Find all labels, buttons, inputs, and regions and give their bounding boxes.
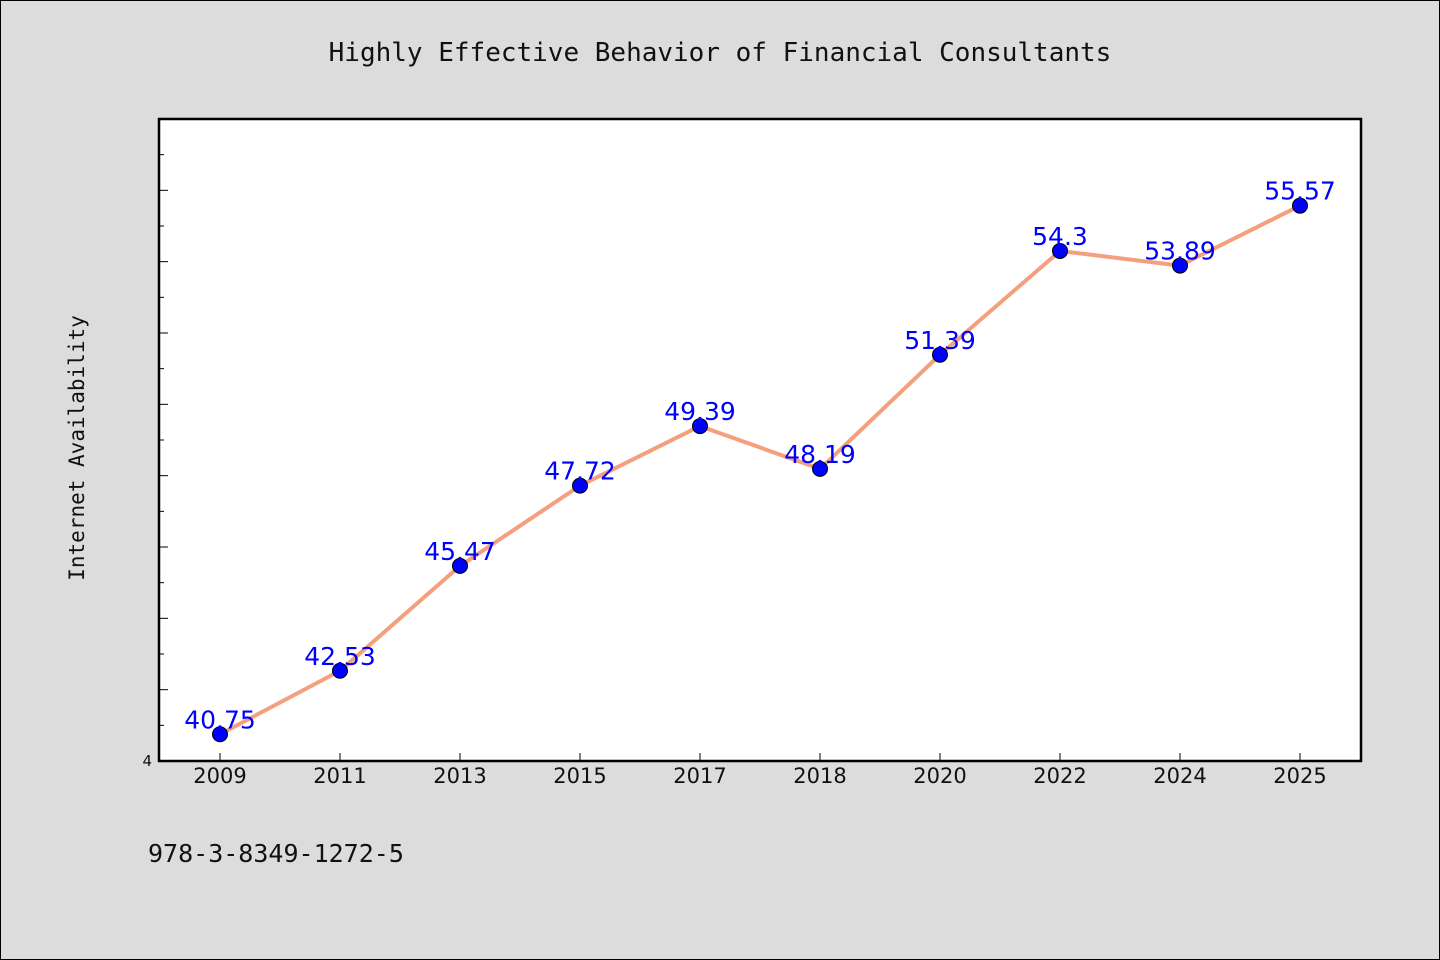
series-line-group: [212, 197, 1308, 743]
data-label: 51.39: [904, 326, 976, 355]
data-label: 42.53: [304, 642, 376, 671]
x-tick-label: 2025: [1273, 764, 1326, 788]
data-point: [332, 662, 348, 679]
x-tick-label: 2018: [793, 764, 846, 788]
data-point: [572, 477, 588, 494]
data-point: [452, 557, 468, 574]
x-tick-label: 2020: [913, 764, 966, 788]
data-labels: 40.75 42.53 45.47 47.72 49.39 48.19 51.39 54.3 5…: [184, 177, 1336, 735]
data-point: [1052, 242, 1068, 259]
series-line: [219, 203, 1301, 737]
x-tick-label: 2022: [1033, 764, 1086, 788]
x-tick-label: 2013: [433, 764, 486, 788]
isbn-text: 978-3-8349-1272-5: [148, 839, 404, 868]
data-label: 54.3: [1032, 222, 1088, 251]
data-point: [692, 418, 708, 435]
chart-title: Highly Effective Behavior of Financial C…: [329, 38, 1112, 68]
x-tick-label: 2011: [313, 764, 366, 788]
x-axis-ticks: 2009 2011 2013 2015 2017 2018 2020 2022 2024 2025: [193, 753, 1327, 788]
data-label: 55.57: [1264, 177, 1336, 206]
data-label: 40.75: [184, 705, 256, 734]
data-point: [812, 460, 828, 477]
data-point: [212, 726, 228, 743]
y-axis-ticks: 4: [142, 154, 168, 770]
data-point: [932, 346, 948, 363]
data-label: 49.39: [664, 397, 736, 426]
y-tick-label: 4: [142, 752, 152, 770]
x-tick-label: 2015: [553, 764, 606, 788]
y-axis-label: Internet Availability: [65, 315, 89, 581]
data-point: [1292, 197, 1308, 214]
data-label: 48.19: [784, 440, 856, 469]
data-label: 47.72: [544, 457, 616, 486]
x-tick-label: 2009: [193, 764, 246, 788]
data-label: 45.47: [424, 537, 496, 566]
data-point: [1172, 257, 1188, 274]
x-tick-label: 2017: [673, 764, 726, 788]
data-label: 53.89: [1144, 237, 1216, 266]
x-tick-label: 2024: [1153, 764, 1206, 788]
